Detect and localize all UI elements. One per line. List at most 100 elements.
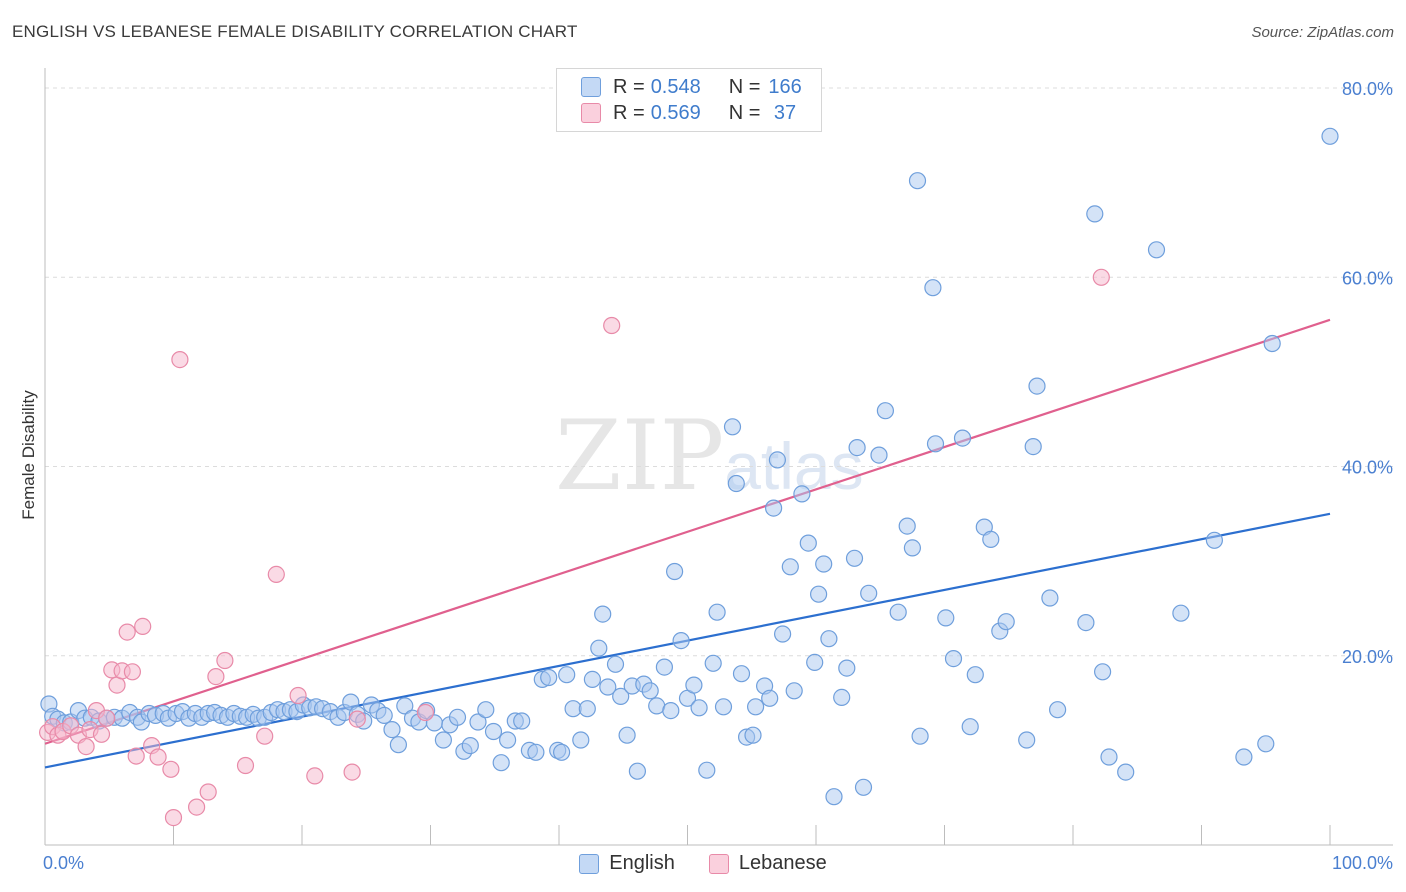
point-english xyxy=(499,731,517,749)
point-lebanese xyxy=(108,676,126,694)
point-english xyxy=(1024,438,1042,456)
point-english xyxy=(911,727,929,745)
y-axis-title: Female Disability xyxy=(19,390,38,520)
point-english xyxy=(383,720,401,739)
legend-swatch-english xyxy=(581,77,601,97)
point-english xyxy=(448,708,467,726)
point-english xyxy=(434,731,452,749)
point-english xyxy=(469,713,487,731)
chart-title: ENGLISH VS LEBANESE FEMALE DISABILITY CO… xyxy=(12,22,578,41)
point-english xyxy=(685,676,703,694)
point-english xyxy=(690,699,708,717)
trend-line-lebanese xyxy=(44,318,1331,745)
point-english xyxy=(389,736,407,754)
point-english xyxy=(461,736,479,755)
point-english xyxy=(527,743,545,761)
legend-item-lebanese[interactable]: Lebanese xyxy=(708,852,827,875)
point-english xyxy=(698,761,716,779)
point-english xyxy=(997,613,1015,631)
point-english xyxy=(781,558,799,576)
point-lebanese xyxy=(162,760,180,778)
point-english xyxy=(908,172,927,190)
point-english xyxy=(825,788,843,806)
point-lebanese xyxy=(149,748,167,766)
point-english xyxy=(809,585,828,603)
point-lebanese xyxy=(348,710,366,728)
legend-n-label: N = xyxy=(728,75,761,98)
point-english xyxy=(1263,334,1281,353)
point-lebanese xyxy=(127,747,145,765)
point-english xyxy=(1086,205,1104,223)
point-english xyxy=(492,754,510,772)
point-english xyxy=(773,625,792,643)
point-english xyxy=(820,630,838,648)
legend-label-lebanese: Lebanese xyxy=(738,852,827,874)
point-english xyxy=(723,418,742,436)
legend-r-label: R = xyxy=(613,101,645,124)
point-english xyxy=(961,718,979,736)
legend-swatch-lebanese xyxy=(581,103,601,123)
point-english xyxy=(558,666,576,684)
point-english xyxy=(708,603,726,621)
point-english xyxy=(768,451,787,469)
point-english xyxy=(583,670,602,689)
legend-label-english: English xyxy=(609,852,675,874)
point-english xyxy=(599,678,617,696)
legend-r-value: 0.569 xyxy=(650,101,701,124)
point-english xyxy=(764,499,783,517)
point-english xyxy=(1235,748,1253,766)
legend-n-value: 166 xyxy=(768,75,802,98)
point-english xyxy=(1028,377,1046,395)
point-lebanese xyxy=(343,763,361,781)
point-english xyxy=(845,549,864,567)
point-english xyxy=(1172,604,1190,622)
tick-labels: 20.0% 40.0% 60.0% 80.0% 0.0% 100.0% xyxy=(43,79,1393,873)
point-english xyxy=(903,539,922,557)
point-english xyxy=(793,485,811,503)
point-lebanese xyxy=(118,623,136,641)
point-lebanese xyxy=(603,316,621,335)
point-english xyxy=(860,584,878,602)
point-lebanese xyxy=(199,783,217,801)
point-english xyxy=(848,439,866,457)
point-english xyxy=(1077,613,1095,632)
point-english xyxy=(744,726,762,744)
point-english xyxy=(761,689,779,707)
series-legend: English Lebanese xyxy=(0,852,1406,875)
point-english xyxy=(1321,127,1339,145)
point-english xyxy=(1117,763,1135,781)
point-english xyxy=(1041,589,1059,607)
point-english xyxy=(1205,531,1224,549)
point-english xyxy=(375,706,393,725)
legend-swatch-lebanese xyxy=(708,853,729,874)
point-english xyxy=(838,659,856,677)
legend-n-value: 37 xyxy=(768,101,797,124)
point-lebanese xyxy=(216,651,234,670)
point-lebanese xyxy=(92,725,111,743)
point-english xyxy=(924,279,942,297)
point-lebanese xyxy=(306,767,324,785)
point-lebanese xyxy=(164,808,183,827)
data-points xyxy=(38,127,1339,827)
y-tick-label: 80.0% xyxy=(1342,79,1393,99)
point-english xyxy=(714,698,733,716)
point-lebanese xyxy=(416,703,434,722)
point-english xyxy=(655,658,674,676)
point-english xyxy=(937,609,955,627)
point-english xyxy=(612,687,630,706)
point-english xyxy=(876,402,895,420)
point-english xyxy=(578,700,596,718)
point-english xyxy=(662,701,680,720)
point-english xyxy=(618,726,636,744)
point-lebanese xyxy=(289,686,307,705)
point-english xyxy=(1093,663,1112,681)
y-tick-label: 40.0% xyxy=(1342,458,1393,478)
point-lebanese xyxy=(267,565,285,584)
point-english xyxy=(484,722,503,741)
point-english xyxy=(564,700,582,718)
point-english xyxy=(1048,701,1067,719)
point-english xyxy=(477,701,495,719)
legend-item-english[interactable]: English xyxy=(579,852,675,875)
point-english xyxy=(870,446,888,464)
